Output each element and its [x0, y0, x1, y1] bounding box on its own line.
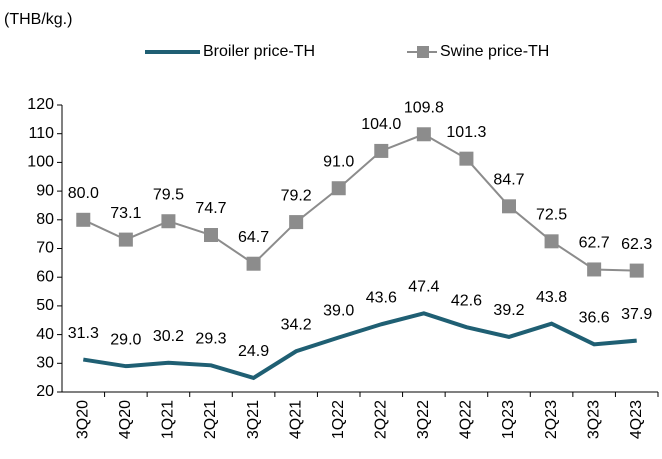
data-label: 43.6 [366, 289, 397, 306]
legend-label: Swine price-TH [440, 43, 549, 60]
data-label: 91.0 [323, 153, 354, 170]
x-tick-label: 3Q20 [75, 400, 92, 439]
data-label: 80.0 [68, 185, 99, 202]
data-label: 39.2 [493, 302, 524, 319]
data-label: 62.3 [621, 236, 652, 253]
data-label: 34.2 [281, 316, 312, 333]
data-label: 37.9 [621, 306, 652, 323]
x-tick-label: 1Q22 [330, 400, 347, 439]
marker [331, 181, 346, 196]
data-label: 62.7 [579, 235, 610, 252]
data-label: 42.6 [451, 292, 482, 309]
legend-marker [417, 46, 429, 58]
data-label: 29.3 [195, 331, 226, 348]
x-tick-label: 4Q21 [287, 400, 304, 439]
marker [204, 228, 218, 243]
marker [416, 127, 431, 142]
data-label: 79.2 [281, 187, 312, 204]
data-label: 47.4 [408, 279, 439, 296]
series-line [82, 311, 637, 381]
x-tick-label: 3Q22 [415, 400, 432, 439]
marker [118, 232, 133, 247]
x-tick-label: 2Q22 [373, 400, 390, 439]
data-label: 79.5 [153, 186, 184, 203]
y-axis-label: (THB/kg.) [4, 11, 72, 28]
marker [76, 212, 91, 227]
y-tick-label: 40 [36, 326, 54, 343]
marker [161, 214, 176, 229]
y-tick-label: 70 [36, 240, 54, 257]
y-tick-label: 60 [36, 268, 54, 285]
data-label: 64.7 [238, 229, 269, 246]
data-label: 43.8 [536, 289, 567, 306]
marker [502, 199, 516, 214]
series-line [82, 133, 637, 272]
data-label: 109.8 [404, 99, 444, 116]
marker [629, 263, 644, 278]
x-tick-label: 3Q23 [585, 400, 602, 439]
data-label: 36.6 [579, 310, 610, 327]
marker [246, 256, 261, 271]
legend-item[interactable]: Broiler price-TH [145, 43, 315, 60]
marker [459, 151, 474, 166]
marker [289, 215, 304, 230]
x-tick-label: 1Q23 [500, 400, 517, 439]
x-tick-label: 2Q23 [543, 400, 560, 439]
data-label: 31.3 [68, 325, 99, 342]
x-tick-label: 3Q21 [245, 400, 262, 439]
data-label: 72.5 [536, 207, 567, 224]
marker [544, 234, 559, 249]
y-tick-label: 80 [36, 211, 54, 228]
x-tick-label: 4Q22 [458, 400, 475, 439]
y-tick-label: 110 [28, 125, 54, 142]
data-label: 29.0 [110, 331, 141, 348]
data-label: 39.0 [323, 303, 354, 320]
legend-item[interactable]: Swine price-TH [407, 43, 549, 60]
y-tick-label: 30 [36, 355, 54, 372]
marker [374, 143, 389, 158]
x-tick-label: 4Q20 [117, 400, 134, 439]
x-tick-label: 4Q23 [628, 400, 645, 439]
marker [587, 262, 602, 277]
y-tick-label: 100 [27, 154, 54, 171]
x-tick-label: 2Q21 [202, 400, 219, 439]
y-tick-label: 120 [27, 96, 54, 113]
x-tick-label: 1Q21 [160, 400, 177, 439]
data-label: 101.3 [446, 124, 486, 141]
data-label: 30.2 [153, 328, 184, 345]
data-label: 84.7 [493, 172, 524, 189]
data-label: 104.0 [361, 116, 401, 133]
y-tick-label: 20 [36, 383, 54, 400]
data-label: 73.1 [110, 205, 141, 222]
y-tick-label: 90 [36, 182, 54, 199]
data-label: 74.7 [195, 200, 226, 217]
y-tick-label: 50 [36, 297, 54, 314]
legend-label: Broiler price-TH [203, 43, 315, 60]
data-label: 24.9 [238, 343, 269, 360]
